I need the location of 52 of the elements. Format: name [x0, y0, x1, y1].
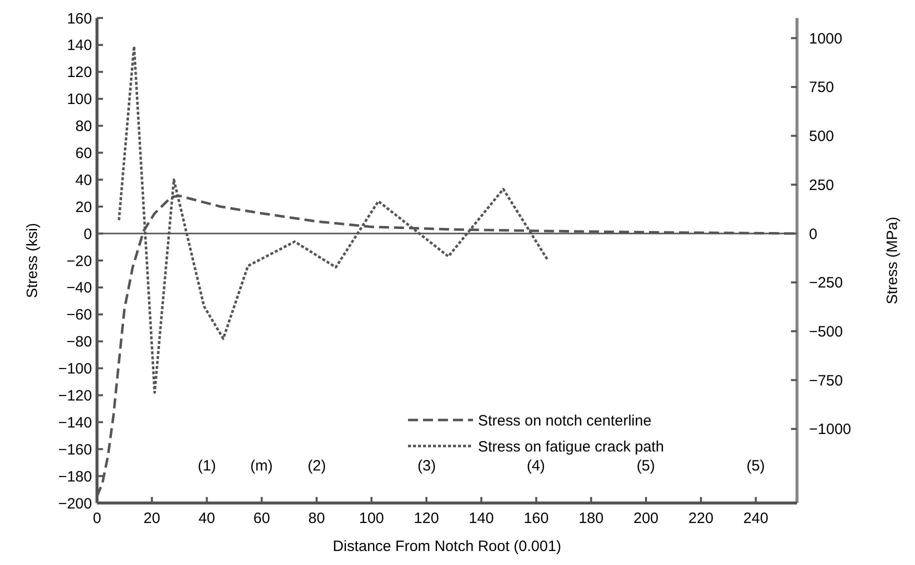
y-tick-label: 100 — [66, 91, 92, 108]
y-tick-label: 80 — [75, 118, 92, 136]
annotation: (5) — [636, 457, 655, 474]
y-axis-title: Stress (ksi) — [24, 222, 41, 298]
x-tick-label: 240 — [743, 510, 768, 527]
legend-label: Stress on fatigue crack path — [478, 438, 664, 456]
x-tick-label: 60 — [253, 510, 270, 527]
y-tick-label: −100 — [58, 360, 92, 378]
annotation: (m) — [250, 457, 273, 474]
y-tick-label: −180 — [58, 468, 92, 486]
x-tick-label: 100 — [358, 510, 384, 527]
annotation: (3) — [418, 457, 436, 474]
x-tick-label: 40 — [198, 510, 216, 527]
y-tick-label: −40 — [66, 280, 92, 297]
y2-tick-label: −1000 — [809, 421, 852, 438]
x-tick-label: 180 — [578, 510, 604, 527]
y-tick-label: −160 — [58, 441, 92, 458]
annotation: (1) — [198, 457, 216, 474]
y-tick-label: 20 — [75, 198, 92, 216]
y2-tick-label: 1000 — [809, 30, 842, 48]
x-tick-label: 200 — [634, 510, 659, 527]
y-tick-label: −120 — [58, 387, 92, 404]
x-tick-label: 160 — [524, 510, 549, 527]
y2-tick-label: 750 — [809, 79, 834, 96]
y-tick-label: −20 — [66, 252, 92, 270]
y2-tick-label: −500 — [809, 323, 843, 340]
y2-tick-label: −250 — [809, 274, 843, 292]
y2-axis-title: Stress (MPa) — [884, 216, 901, 304]
x-tick-label: 120 — [414, 510, 439, 527]
y-tick-label: −200 — [58, 495, 92, 512]
y-tick-label: 160 — [66, 10, 92, 28]
legend-label: Stress on notch centerline — [478, 412, 652, 430]
y2-tick-label: −750 — [809, 372, 843, 390]
annotation: (5) — [746, 457, 765, 474]
y-tick-label: −60 — [66, 306, 92, 324]
y-tick-label: 120 — [66, 64, 92, 82]
y2-tick-label: 250 — [809, 176, 834, 194]
x-tick-label: 140 — [468, 510, 494, 527]
y-tick-label: 0 — [84, 226, 92, 243]
x-tick-label: 80 — [308, 510, 325, 527]
y-tick-label: −140 — [58, 414, 92, 432]
annotation: (4) — [526, 457, 546, 474]
y-tick-label: 140 — [66, 37, 92, 54]
x-tick-label: 220 — [688, 510, 714, 527]
x-axis-title: Distance From Notch Root (0.001) — [332, 538, 562, 555]
x-tick-label: 20 — [144, 510, 160, 527]
y2-tick-label: 500 — [809, 128, 834, 146]
y2-tick-label: 0 — [809, 226, 818, 243]
annotation: (2) — [308, 457, 326, 474]
y-tick-label: 60 — [75, 144, 92, 162]
y-tick-label: −80 — [66, 334, 92, 351]
y-tick-label: 40 — [75, 172, 92, 189]
